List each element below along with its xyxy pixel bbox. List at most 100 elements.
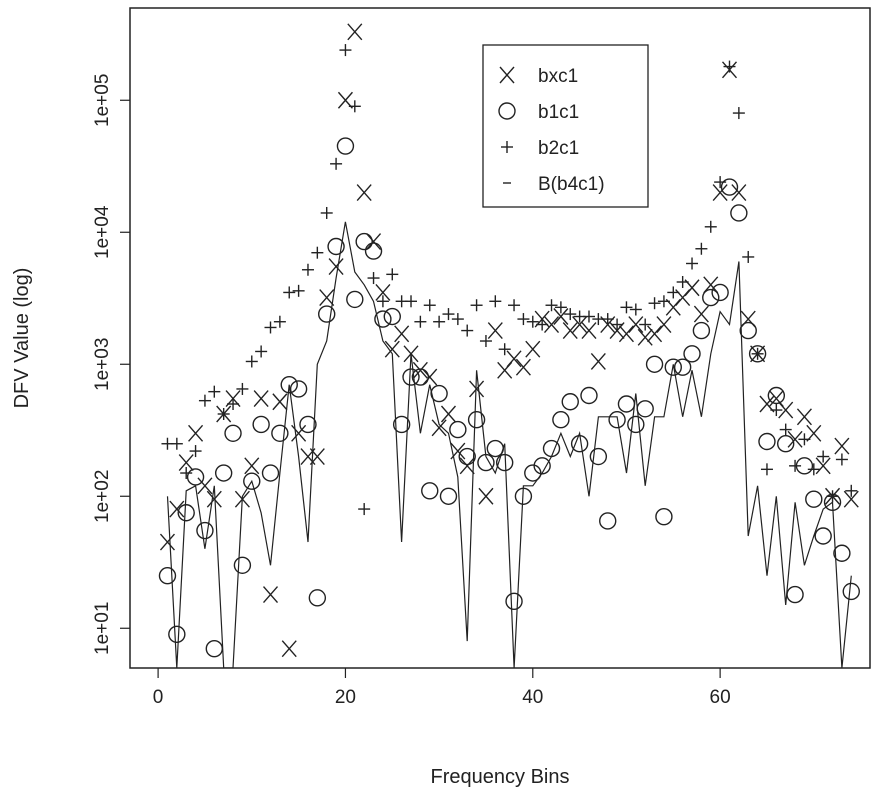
data-point-b2c1: [770, 404, 783, 417]
data-point-bxc1: [169, 500, 185, 518]
data-point-bxc1: [206, 490, 222, 508]
x-tick-label: 0: [153, 687, 164, 708]
data-point-b2c1: [695, 242, 708, 255]
data-point-bxc1: [487, 322, 503, 340]
legend: bxc1 b1c1 b2c1 B(b4c1): [482, 44, 649, 208]
data-point-b2c1: [348, 100, 361, 113]
data-point-bxc1: [422, 368, 438, 386]
data-point-b1c1: [580, 386, 598, 405]
data-point-b2c1: [470, 299, 483, 312]
data-point-bxc1: [693, 305, 709, 323]
series-b2c1: [161, 44, 858, 516]
data-point-bxc1: [319, 289, 335, 307]
data-point-b2c1: [667, 286, 680, 299]
data-point-b2c1: [545, 299, 558, 312]
data-point-bxc1: [328, 258, 344, 275]
data-point-bxc1: [553, 308, 569, 325]
data-point-b2c1: [451, 313, 464, 326]
data-point-b1c1: [748, 345, 767, 363]
data-point-bxc1: [244, 457, 260, 475]
plot-border: [129, 7, 871, 669]
series-line-b-b4c1: [166, 221, 852, 668]
data-point-b1c1: [318, 305, 336, 323]
data-point-b2c1: [620, 301, 633, 314]
data-point-bxc1: [515, 358, 531, 376]
y-axis-title: DFV Value (log): [11, 268, 33, 409]
data-point-b1c1: [720, 178, 739, 196]
data-point-b1c1: [346, 290, 364, 309]
data-point-b2c1: [283, 286, 296, 299]
data-point-bxc1: [356, 184, 372, 201]
data-point-b2c1: [227, 398, 240, 410]
data-point-b2c1: [789, 459, 802, 472]
legend-label: b2c1: [538, 138, 579, 159]
data-point-b2c1: [358, 503, 371, 516]
data-point-b2c1: [273, 315, 286, 328]
data-point-b2c1: [639, 318, 652, 331]
data-point-b2c1: [217, 407, 230, 420]
data-point-bxc1: [291, 424, 307, 442]
data-point-b1c1: [786, 585, 804, 604]
data-point-b2c1: [489, 295, 502, 308]
data-point-bxc1: [394, 325, 410, 343]
data-point-b1c1: [186, 468, 205, 486]
data-point-b2c1: [845, 484, 858, 497]
data-point-b2c1: [189, 445, 202, 458]
data-point-b1c1: [683, 345, 701, 363]
data-point-bxc1: [262, 586, 279, 604]
data-point-b1c1: [767, 386, 786, 405]
data-point-b2c1: [208, 385, 221, 398]
data-point-b1c1: [439, 487, 458, 505]
legend-entry-b-b4c1: B(b4c1): [503, 174, 605, 195]
data-point-bxc1: [712, 184, 728, 201]
axis-ticks: 0 20 40 60 1e+01 1e+02 1e+03 1e+04 1e+05: [92, 74, 731, 708]
data-point-bxc1: [431, 419, 447, 437]
data-point-b2c1: [498, 343, 511, 356]
legend-entry-bxc1: bxc1: [499, 66, 578, 87]
data-point-b2c1: [414, 315, 427, 328]
data-point-b1c1: [196, 521, 214, 540]
data-point-b1c1: [758, 432, 776, 451]
data-point-bxc1: [731, 184, 747, 201]
data-point-b2c1: [376, 295, 389, 308]
data-point-b1c1: [177, 504, 195, 522]
data-point-b1c1: [458, 447, 476, 466]
data-point-bxc1: [178, 454, 194, 472]
data-point-b1c1: [327, 237, 345, 256]
data-point-bxc1: [188, 424, 204, 442]
data-point-b1c1: [449, 420, 467, 439]
x-tick-label: 60: [710, 687, 731, 708]
data-point-b2c1: [629, 303, 642, 316]
data-point-bxc1: [637, 328, 653, 346]
data-point-bxc1: [272, 393, 288, 411]
data-point-bxc1: [459, 457, 475, 475]
legend-marker-b1c1: [498, 102, 516, 120]
data-point-b2c1: [798, 433, 811, 446]
data-point-b2c1: [405, 295, 418, 308]
legend-entry-b2c1: b2c1: [501, 138, 579, 159]
data-point-b1c1: [158, 567, 177, 585]
data-point-b2c1: [301, 263, 314, 276]
data-point-b2c1: [386, 268, 399, 281]
data-point-bxc1: [703, 276, 719, 294]
data-point-bxc1: [656, 316, 672, 333]
data-point-b2c1: [714, 176, 727, 189]
data-point-b2c1: [732, 107, 745, 120]
data-point-b2c1: [180, 467, 193, 480]
data-point-b1c1: [589, 447, 608, 466]
data-point-b1c1: [664, 358, 682, 376]
data-point-b2c1: [170, 437, 183, 450]
data-point-b1c1: [655, 508, 673, 526]
data-point-b1c1: [421, 482, 439, 500]
data-point-bxc1: [337, 91, 353, 109]
data-point-b2c1: [433, 315, 446, 328]
data-point-b1c1: [617, 395, 636, 413]
legend-label: b1c1: [538, 102, 579, 123]
legend-marker-bxc1: [499, 66, 515, 84]
data-point-b1c1: [627, 415, 645, 434]
legend-entry-b1c1: b1c1: [498, 102, 579, 123]
data-point-b2c1: [292, 284, 305, 297]
data-point-b1c1: [805, 490, 823, 508]
data-point-bxc1: [581, 322, 597, 340]
